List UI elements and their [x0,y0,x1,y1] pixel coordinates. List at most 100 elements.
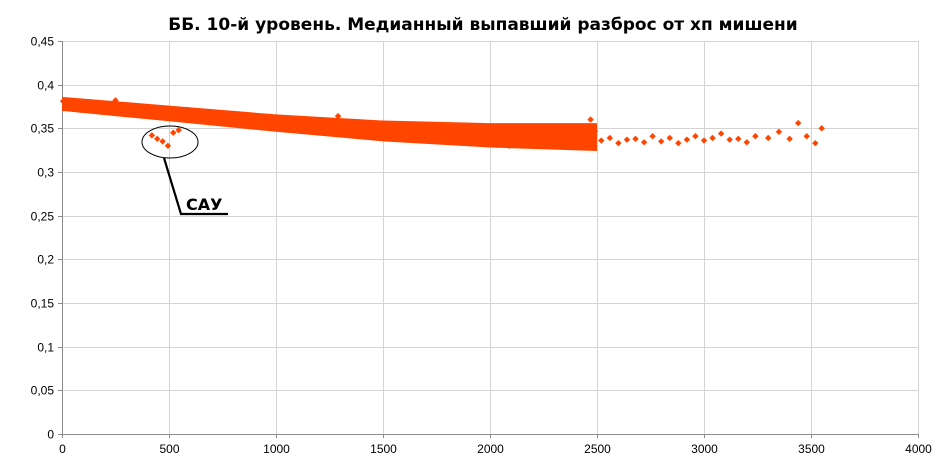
data-point [394,128,402,136]
data-point [167,111,175,118]
data-point [317,126,325,133]
data-point [531,125,539,132]
data-point [67,99,74,107]
data-point [163,107,171,115]
data-point [266,122,273,129]
data-point [433,131,440,138]
x-tick-label: 3000 [691,442,718,456]
data-point [775,128,783,136]
data-point [514,131,522,138]
sau-annotation: САУ [141,125,228,216]
data-point [142,108,149,115]
data-point [458,132,466,140]
data-point [244,115,252,122]
data-point [403,134,410,142]
data-point [527,132,534,139]
data-point [463,127,470,135]
data-point [675,139,682,147]
data-point [150,111,158,118]
data-point [574,144,581,151]
data-point [83,105,90,112]
y-tick-label: 0,4 [37,79,54,93]
data-point [818,125,825,132]
data-point [683,136,691,143]
data-point [640,139,648,146]
data-point [116,105,123,112]
data-point [381,132,389,140]
y-tick-label: 0,25 [31,210,55,224]
data-point [518,124,526,131]
data-point [437,126,444,133]
data-point [488,129,496,136]
data-point [62,101,69,108]
annotation-leader-line [162,157,228,216]
data-point [386,127,393,135]
data-point [493,141,500,149]
data-point [240,119,248,127]
data-point [786,135,793,143]
data-point [64,103,71,110]
data-point [70,104,77,111]
data-point [416,135,423,143]
data-point [170,129,177,136]
data-point [90,105,98,113]
data-point [270,118,278,125]
data-points [59,96,825,151]
data-point [347,129,355,136]
data-point [108,108,115,115]
data-point [360,125,367,132]
data-point [471,133,479,141]
data-point [193,111,201,118]
data-point [752,132,759,140]
data-point [578,129,586,136]
data-point [86,98,94,106]
data-point [210,112,218,119]
data-point [726,136,733,143]
data-point [369,126,376,133]
y-tick-label: 0,2 [37,253,54,267]
data-point [133,110,141,117]
data-point [424,125,432,132]
data-point [544,126,551,133]
data-point [506,142,513,149]
data-point [146,105,153,113]
data-point [735,135,742,143]
data-point [175,126,182,134]
data-point [717,130,725,137]
data-point [356,130,363,137]
data-point [501,130,509,137]
x-tick-label: 1000 [263,442,290,456]
data-point [536,139,543,146]
data-point [73,100,81,108]
data-point [219,113,226,121]
data-point [326,128,333,136]
data-point [632,135,639,143]
data-point [185,106,192,114]
data-point [411,124,419,131]
data-point [309,125,316,132]
data-point [154,135,161,143]
x-tick-label: 2500 [584,442,611,456]
data-point [591,127,599,135]
y-tick-label: 0,45 [31,35,55,49]
x-tick-labels: 0 500 1000 1500 2000 2500 3000 3500 4000 [59,442,932,456]
data-point [99,106,106,114]
data-point [476,128,483,136]
data-point [561,140,569,148]
data-point [76,106,84,114]
annotation-label: САУ [186,195,222,214]
data-point [649,132,656,140]
data-point [120,109,128,116]
data-point [351,124,359,131]
data-point [407,129,415,136]
x-tick-label: 0 [59,442,66,456]
y-tick-label: 0,3 [37,166,54,180]
data-point [565,134,573,142]
data-point [484,134,492,142]
y-tick-labels: 0 0,05 0,1 0,15 0,2 0,25 0,3 0,35 0,4 0,45 [31,35,55,442]
data-point [587,116,594,123]
y-tick-label: 0,35 [31,122,55,136]
data-point [377,126,385,134]
x-tick-label: 2000 [477,442,504,456]
data-point [480,140,487,148]
